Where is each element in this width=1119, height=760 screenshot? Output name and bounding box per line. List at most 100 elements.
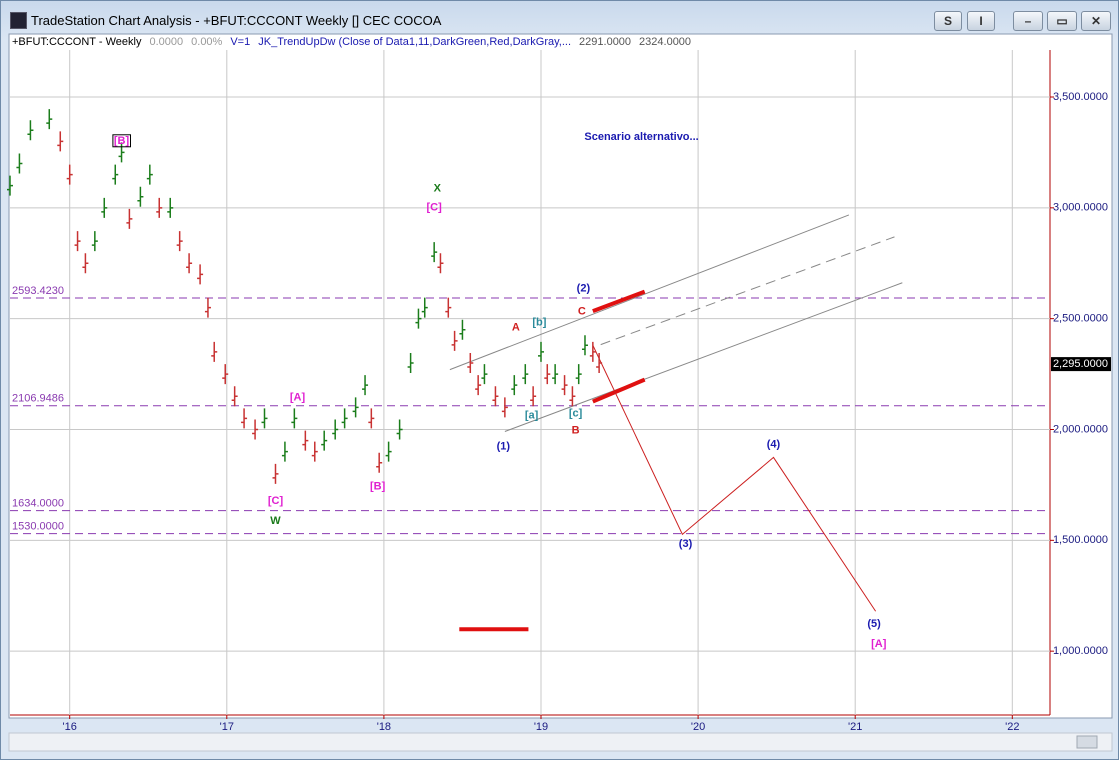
- wave-label: X: [434, 183, 442, 195]
- price-bar: [332, 419, 339, 440]
- level-label: 1530.0000: [12, 521, 64, 533]
- price-bar: [167, 197, 174, 218]
- price-bar: [7, 175, 13, 196]
- minimize-button[interactable]: –: [1013, 11, 1043, 31]
- wave-label: [c]: [569, 407, 583, 419]
- wave-label: (5): [867, 618, 881, 630]
- price-bar: [459, 319, 466, 340]
- y-tick-label: 1,500.0000: [1053, 534, 1108, 546]
- price-bar: [204, 297, 211, 318]
- price-bar: [291, 408, 298, 429]
- header-item: +BFUT:CCCONT - Weekly: [12, 36, 142, 48]
- i-button[interactable]: I: [967, 11, 995, 31]
- price-bar: [415, 308, 422, 329]
- x-tick-label: '22: [1005, 721, 1019, 733]
- header-item: JK_TrendUpDw (Close of Data1,11,DarkGree…: [258, 36, 571, 48]
- price-bar: [368, 408, 375, 429]
- scrollbar[interactable]: [8, 732, 1113, 752]
- price-bar: [321, 430, 328, 451]
- level-label: 1634.0000: [12, 498, 64, 510]
- price-bar: [261, 408, 268, 429]
- price-bar: [561, 375, 568, 396]
- price-bar: [146, 164, 153, 185]
- chart-background: [8, 33, 1113, 719]
- price-bar: [231, 386, 238, 407]
- y-tick-label: 2,000.0000: [1053, 423, 1108, 435]
- price-bar: [57, 131, 64, 152]
- header-item: 0.00%: [191, 36, 222, 48]
- restore-button[interactable]: ▭: [1047, 11, 1077, 31]
- price-bar: [352, 397, 359, 418]
- s-button[interactable]: S: [934, 11, 962, 31]
- price-bar: [396, 419, 403, 440]
- price-bar: [156, 197, 163, 218]
- header-item: 2324.0000: [639, 36, 691, 48]
- wave-label: [B]: [114, 135, 130, 147]
- header-item: 2291.0000: [579, 36, 631, 48]
- price-bar: [596, 352, 603, 373]
- price-bar: [511, 375, 518, 396]
- price-bar: [407, 352, 414, 373]
- price-bar: [475, 375, 482, 396]
- price-bar: [16, 153, 23, 174]
- price-bar: [537, 341, 544, 362]
- price-bar: [272, 463, 279, 484]
- wave-label: [a]: [525, 409, 539, 421]
- wave-label: C: [578, 305, 586, 317]
- x-tick-label: '16: [63, 721, 77, 733]
- scroll-thumb[interactable]: [1076, 735, 1098, 749]
- trend-line: [449, 214, 850, 371]
- wave-label: [B]: [370, 480, 386, 492]
- price-bar: [211, 341, 218, 362]
- price-bar: [137, 186, 144, 207]
- price-bar: [91, 231, 98, 252]
- x-tick-label: '21: [848, 721, 862, 733]
- close-button[interactable]: ✕: [1081, 11, 1111, 31]
- price-bar: [530, 386, 537, 407]
- window-title: TradeStation Chart Analysis - +BFUT:CCCO…: [31, 13, 442, 28]
- trend-line: [592, 345, 877, 612]
- x-tick-label: '17: [220, 721, 234, 733]
- price-bar: [27, 120, 34, 141]
- price-bar: [569, 386, 576, 407]
- wave-label: (3): [679, 538, 693, 550]
- header-item: V=1: [230, 36, 250, 48]
- price-bar: [451, 330, 458, 351]
- price-bar: [118, 142, 125, 163]
- price-bar: [176, 231, 183, 252]
- price-bar: [222, 364, 229, 385]
- price-bar: [281, 441, 288, 462]
- price-bar: [252, 419, 259, 440]
- price-bar: [112, 164, 119, 185]
- price-bar: [376, 452, 383, 473]
- price-bar: [241, 408, 248, 429]
- price-bar: [341, 408, 348, 429]
- wave-label: A: [512, 322, 520, 334]
- trend-line: [600, 236, 895, 346]
- price-bar: [66, 164, 73, 185]
- wave-label: [b]: [532, 317, 546, 329]
- last-price-label: 2,295.0000: [1053, 358, 1108, 370]
- trend-line: [592, 377, 646, 404]
- price-bar: [501, 397, 508, 418]
- price-bar: [589, 341, 596, 362]
- price-bar: [445, 297, 452, 318]
- price-bar: [421, 297, 428, 318]
- price-bar: [552, 364, 559, 385]
- header-item: 0.0000: [149, 36, 183, 48]
- price-bar: [101, 197, 108, 218]
- wave-label: (1): [497, 440, 511, 452]
- x-tick-label: '19: [534, 721, 548, 733]
- price-bar: [575, 364, 582, 385]
- price-bar: [302, 430, 309, 451]
- price-bar: [362, 375, 369, 396]
- price-bar: [467, 352, 474, 373]
- price-bar: [544, 364, 551, 385]
- wave-label: [C]: [268, 495, 284, 507]
- price-bar: [186, 253, 193, 274]
- trend-line: [504, 282, 903, 432]
- x-tick-label: '18: [377, 721, 391, 733]
- price-bar: [311, 441, 318, 462]
- price-bar: [46, 109, 53, 130]
